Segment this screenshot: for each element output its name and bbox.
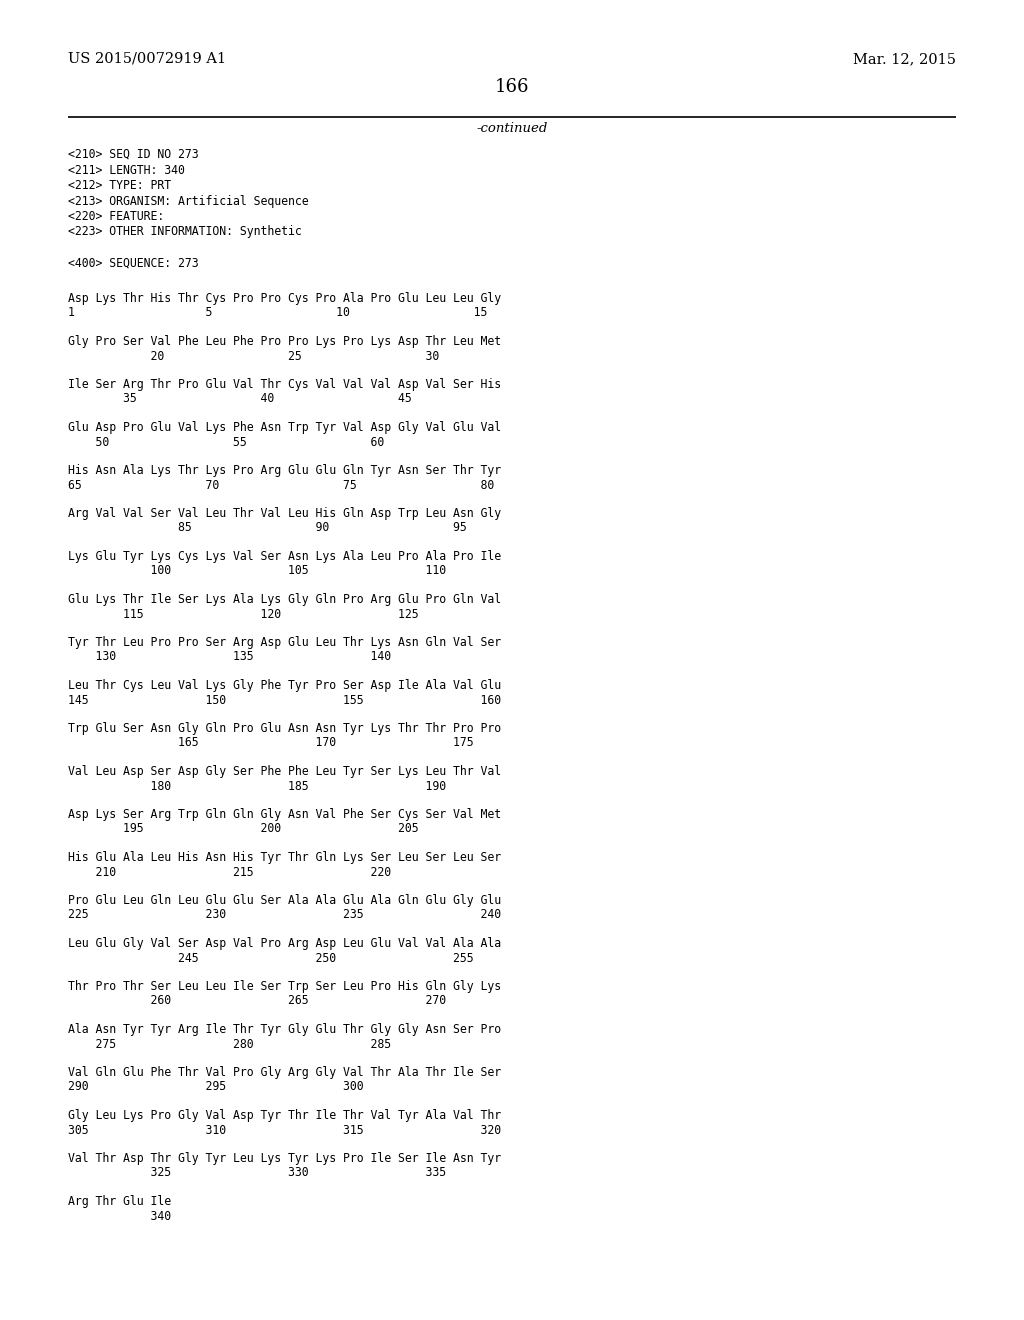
Text: 180                 185                 190: 180 185 190 [68, 780, 446, 792]
Text: 35                  40                  45: 35 40 45 [68, 392, 412, 405]
Text: 145                 150                 155                 160: 145 150 155 160 [68, 693, 501, 706]
Text: Ile Ser Arg Thr Pro Glu Val Thr Cys Val Val Val Asp Val Ser His: Ile Ser Arg Thr Pro Glu Val Thr Cys Val … [68, 378, 501, 391]
Text: Gly Pro Ser Val Phe Leu Phe Pro Pro Lys Pro Lys Asp Thr Leu Met: Gly Pro Ser Val Phe Leu Phe Pro Pro Lys … [68, 335, 501, 348]
Text: 195                 200                 205: 195 200 205 [68, 822, 419, 836]
Text: Ala Asn Tyr Tyr Arg Ile Thr Tyr Gly Glu Thr Gly Gly Asn Ser Pro: Ala Asn Tyr Tyr Arg Ile Thr Tyr Gly Glu … [68, 1023, 501, 1036]
Text: Arg Val Val Ser Val Leu Thr Val Leu His Gln Asp Trp Leu Asn Gly: Arg Val Val Ser Val Leu Thr Val Leu His … [68, 507, 501, 520]
Text: 275                 280                 285: 275 280 285 [68, 1038, 391, 1051]
Text: 210                 215                 220: 210 215 220 [68, 866, 391, 879]
Text: 305                 310                 315                 320: 305 310 315 320 [68, 1123, 501, 1137]
Text: 166: 166 [495, 78, 529, 96]
Text: 290                 295                 300: 290 295 300 [68, 1081, 364, 1093]
Text: 225                 230                 235                 240: 225 230 235 240 [68, 908, 501, 921]
Text: Thr Pro Thr Ser Leu Leu Ile Ser Trp Ser Leu Pro His Gln Gly Lys: Thr Pro Thr Ser Leu Leu Ile Ser Trp Ser … [68, 979, 501, 993]
Text: Asp Lys Thr His Thr Cys Pro Pro Cys Pro Ala Pro Glu Leu Leu Gly: Asp Lys Thr His Thr Cys Pro Pro Cys Pro … [68, 292, 501, 305]
Text: Glu Asp Pro Glu Val Lys Phe Asn Trp Tyr Val Asp Gly Val Glu Val: Glu Asp Pro Glu Val Lys Phe Asn Trp Tyr … [68, 421, 501, 434]
Text: 115                 120                 125: 115 120 125 [68, 607, 419, 620]
Text: 245                 250                 255: 245 250 255 [68, 952, 474, 965]
Text: Val Leu Asp Ser Asp Gly Ser Phe Phe Leu Tyr Ser Lys Leu Thr Val: Val Leu Asp Ser Asp Gly Ser Phe Phe Leu … [68, 766, 501, 777]
Text: Mar. 12, 2015: Mar. 12, 2015 [853, 51, 956, 66]
Text: <212> TYPE: PRT: <212> TYPE: PRT [68, 180, 171, 191]
Text: Arg Thr Glu Ile: Arg Thr Glu Ile [68, 1195, 171, 1208]
Text: 85                  90                  95: 85 90 95 [68, 521, 467, 535]
Text: <220> FEATURE:: <220> FEATURE: [68, 210, 164, 223]
Text: Lys Glu Tyr Lys Cys Lys Val Ser Asn Lys Ala Leu Pro Ala Pro Ile: Lys Glu Tyr Lys Cys Lys Val Ser Asn Lys … [68, 550, 501, 564]
Text: Leu Glu Gly Val Ser Asp Val Pro Arg Asp Leu Glu Val Val Ala Ala: Leu Glu Gly Val Ser Asp Val Pro Arg Asp … [68, 937, 501, 950]
Text: Tyr Thr Leu Pro Pro Ser Arg Asp Glu Leu Thr Lys Asn Gln Val Ser: Tyr Thr Leu Pro Pro Ser Arg Asp Glu Leu … [68, 636, 501, 649]
Text: 20                  25                  30: 20 25 30 [68, 350, 439, 363]
Text: 325                 330                 335: 325 330 335 [68, 1167, 446, 1180]
Text: 50                  55                  60: 50 55 60 [68, 436, 384, 449]
Text: Val Gln Glu Phe Thr Val Pro Gly Arg Gly Val Thr Ala Thr Ile Ser: Val Gln Glu Phe Thr Val Pro Gly Arg Gly … [68, 1067, 501, 1078]
Text: 260                 265                 270: 260 265 270 [68, 994, 446, 1007]
Text: <223> OTHER INFORMATION: Synthetic: <223> OTHER INFORMATION: Synthetic [68, 226, 302, 239]
Text: 165                 170                 175: 165 170 175 [68, 737, 474, 750]
Text: Glu Lys Thr Ile Ser Lys Ala Lys Gly Gln Pro Arg Glu Pro Gln Val: Glu Lys Thr Ile Ser Lys Ala Lys Gly Gln … [68, 593, 501, 606]
Text: Gly Leu Lys Pro Gly Val Asp Tyr Thr Ile Thr Val Tyr Ala Val Thr: Gly Leu Lys Pro Gly Val Asp Tyr Thr Ile … [68, 1109, 501, 1122]
Text: <211> LENGTH: 340: <211> LENGTH: 340 [68, 164, 185, 177]
Text: Asp Lys Ser Arg Trp Gln Gln Gly Asn Val Phe Ser Cys Ser Val Met: Asp Lys Ser Arg Trp Gln Gln Gly Asn Val … [68, 808, 501, 821]
Text: <213> ORGANISM: Artificial Sequence: <213> ORGANISM: Artificial Sequence [68, 194, 308, 207]
Text: Pro Glu Leu Gln Leu Glu Glu Ser Ala Ala Glu Ala Gln Glu Gly Glu: Pro Glu Leu Gln Leu Glu Glu Ser Ala Ala … [68, 894, 501, 907]
Text: His Glu Ala Leu His Asn His Tyr Thr Gln Lys Ser Leu Ser Leu Ser: His Glu Ala Leu His Asn His Tyr Thr Gln … [68, 851, 501, 865]
Text: 130                 135                 140: 130 135 140 [68, 651, 391, 664]
Text: His Asn Ala Lys Thr Lys Pro Arg Glu Glu Gln Tyr Asn Ser Thr Tyr: His Asn Ala Lys Thr Lys Pro Arg Glu Glu … [68, 465, 501, 477]
Text: Val Thr Asp Thr Gly Tyr Leu Lys Tyr Lys Pro Ile Ser Ile Asn Tyr: Val Thr Asp Thr Gly Tyr Leu Lys Tyr Lys … [68, 1152, 501, 1166]
Text: <210> SEQ ID NO 273: <210> SEQ ID NO 273 [68, 148, 199, 161]
Text: Leu Thr Cys Leu Val Lys Gly Phe Tyr Pro Ser Asp Ile Ala Val Glu: Leu Thr Cys Leu Val Lys Gly Phe Tyr Pro … [68, 678, 501, 692]
Text: 340: 340 [68, 1209, 171, 1222]
Text: Trp Glu Ser Asn Gly Gln Pro Glu Asn Asn Tyr Lys Thr Thr Pro Pro: Trp Glu Ser Asn Gly Gln Pro Glu Asn Asn … [68, 722, 501, 735]
Text: US 2015/0072919 A1: US 2015/0072919 A1 [68, 51, 226, 66]
Text: 1                   5                  10                  15: 1 5 10 15 [68, 306, 487, 319]
Text: <400> SEQUENCE: 273: <400> SEQUENCE: 273 [68, 256, 199, 269]
Text: 65                  70                  75                  80: 65 70 75 80 [68, 479, 495, 491]
Text: -continued: -continued [476, 121, 548, 135]
Text: 100                 105                 110: 100 105 110 [68, 565, 446, 578]
